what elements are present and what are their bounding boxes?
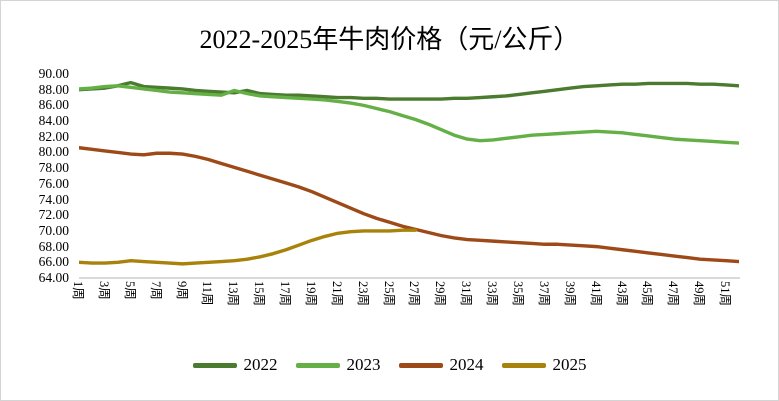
legend-label: 2023 (346, 355, 381, 374)
x-axis-tick-label: 17周 (278, 281, 293, 307)
legend-swatch-icon (398, 362, 443, 368)
x-axis-tick-label: 29周 (433, 281, 448, 307)
x-axis-tick-label: 45周 (640, 281, 655, 307)
y-axis-tick-label: 88.00 (38, 81, 69, 97)
x-axis-tick-label: 7周 (148, 281, 163, 300)
x-axis-tick-label: 11周 (200, 281, 215, 306)
y-axis-tick-label: 82.00 (38, 128, 69, 144)
x-axis-tick-label: 25周 (381, 281, 396, 307)
legend-item-2023[interactable]: 2023 (295, 355, 381, 374)
x-axis-tick-label: 27周 (407, 281, 422, 307)
x-axis-tick-label: 1周 (71, 281, 85, 300)
legend-item-2025[interactable]: 2025 (501, 355, 587, 374)
x-axis-tick-label: 49周 (692, 281, 707, 307)
chart-legend: 2022 2023 2024 2025 (1, 356, 778, 374)
line-series-2025 (79, 228, 418, 266)
line-series-group (79, 80, 739, 266)
x-axis-tick-label: 35周 (511, 281, 525, 307)
x-axis-tick-label: 51周 (718, 281, 733, 307)
y-axis-tick-label: 64.00 (38, 270, 69, 285)
y-axis-tick-label: 76.00 (38, 175, 69, 191)
legend-item-2022[interactable]: 2022 (192, 355, 278, 374)
y-axis-tick-label: 84.00 (38, 113, 69, 129)
x-axis-tick-label: 3周 (96, 281, 111, 300)
y-axis: 90.00 88.00 86.00 84.00 82.00 80.00 78.00 76.00… (1, 67, 73, 284)
y-axis-tick-label: 90.00 (38, 66, 69, 81)
x-axis-tick-label: 5周 (122, 281, 137, 300)
x-axis-tick-label: 15周 (252, 281, 267, 307)
line-series-2024 (79, 146, 739, 264)
chart-title: 2022-2025年牛肉价格（元/公斤） (199, 25, 580, 54)
y-axis-tick-label: 86.00 (38, 97, 69, 113)
line-series-2022 (79, 80, 739, 101)
y-axis-tick-label: 72.00 (38, 207, 69, 223)
y-axis-tick-label: 66.00 (38, 254, 69, 270)
x-axis-line (79, 277, 740, 279)
y-axis-tick-label: 78.00 (38, 160, 69, 176)
x-axis-tick-label: 31周 (459, 281, 474, 307)
y-axis-tick-label: 70.00 (38, 222, 69, 238)
y-axis-tick-label: 80.00 (38, 144, 69, 160)
legend-label: 2022 (243, 355, 278, 374)
line-series-2023 (79, 84, 739, 145)
x-axis-tick-label: 13周 (226, 281, 241, 307)
legend-swatch-icon (501, 362, 546, 368)
legend-swatch-icon (295, 362, 340, 368)
x-axis: 1周 3周 5周 7周 9周 11周 13周 15周 17周 19周 21周 23周 25周 27周 29周… (71, 281, 740, 327)
legend-item-2024[interactable]: 2024 (398, 355, 484, 374)
x-axis-tick-label: 23周 (355, 281, 370, 307)
x-axis-tick-label: 9周 (174, 281, 189, 300)
x-axis-tick-label: 21周 (329, 281, 344, 307)
x-axis-tick-label: 19周 (303, 281, 318, 307)
x-axis-tick-label: 33周 (485, 281, 500, 307)
plot-area (79, 74, 739, 278)
x-axis-tick-label: 39周 (562, 281, 577, 307)
y-axis-tick-label: 74.00 (38, 191, 69, 207)
y-axis-tick-label: 68.00 (38, 238, 69, 254)
legend-label: 2024 (449, 355, 484, 374)
x-axis-tick-label: 41周 (588, 281, 603, 307)
x-axis-tick-label: 37周 (536, 281, 551, 307)
x-axis-tick-label: 47周 (666, 281, 681, 307)
legend-label: 2025 (552, 355, 587, 374)
legend-swatch-icon (192, 362, 237, 368)
x-axis-tick-label: 43周 (614, 281, 629, 307)
